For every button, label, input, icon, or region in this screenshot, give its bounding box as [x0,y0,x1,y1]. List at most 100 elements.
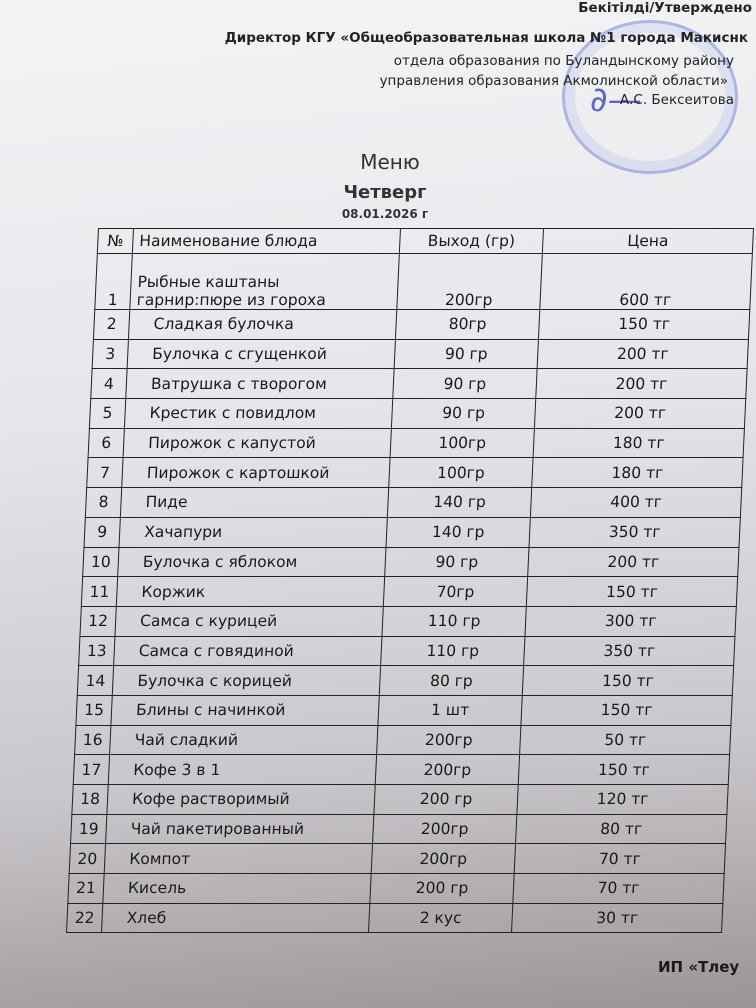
row-price: 150 тг [538,309,750,340]
row-weight: 200 гр [369,873,515,904]
row-number: 1 [94,253,133,310]
table-row: 14 Булочка с корицей 80 гр 150 тг [77,665,734,696]
table-row: 17 Кофе 3 в 1 200гр 150 тг [73,754,730,785]
table-row: 22 Хлеб 2 кус 30 тг [66,903,723,933]
day-label: Четверг [343,182,427,203]
row-number: 20 [69,843,106,874]
row-number: 5 [89,398,126,429]
row-price: 120 тг [516,784,729,815]
dish-garnish: гарнир:пюре из гороха [136,291,327,309]
row-price: 200 тг [527,547,740,577]
official-stamp [562,20,738,174]
row-price: 80 тг [515,814,727,844]
row-name: Булочка с корицей [112,665,381,696]
row-price: 150 тг [522,665,734,696]
menu-table: № Наименование блюда Выход (гр) Цена 1 Р… [66,228,754,933]
row-price: 150 тг [518,754,730,785]
table-row: 3 Булочка с сгущенкой 90 гр 200 тг [92,339,749,369]
table-row: 5 Крестик с повидлом 90 гр 200 тг [89,398,746,429]
row-name: Коржик [116,576,385,607]
row-number: 3 [92,339,129,369]
row-name: Булочка с яблоком [117,547,387,577]
table-row: 11 Коржик 70гр 150 тг [81,576,738,607]
row-number: 14 [77,665,114,696]
table-row: 8 Пиде 140 гр 400 тг [85,487,742,518]
table-row: 15 Блины с начинкой 1 шт 150 тг [75,695,733,726]
row-number: 10 [82,547,120,577]
row-weight: 200гр [376,725,521,755]
row-number: 8 [85,487,122,518]
row-price: 400 тг [530,487,742,518]
row-name: Чай пакетированный [105,814,374,844]
row-number: 9 [84,517,121,547]
row-weight: 200гр [371,843,516,874]
row-name: Пирожок с картошкой [121,457,391,488]
table-row: 4 Ватрушка с творогом 90 гр 200 тг [90,368,748,399]
table-row: 12 Самса с курицей 110 гр 300 тг [79,606,737,637]
row-number: 2 [93,309,130,340]
row-name: Кофе растворимый [106,784,376,815]
row-price: 200 тг [535,368,748,399]
row-name: Хлеб [101,903,370,933]
footer-text: ИП «Тлеу [658,958,740,976]
row-number: 4 [90,368,128,399]
row-name: Сладкая булочка [128,309,397,340]
row-price: 300 тг [524,606,737,637]
row-price: 180 тг [531,457,744,488]
row-weight: 100гр [388,457,534,488]
row-weight: 200гр [372,814,517,844]
row-number: 19 [70,814,107,844]
row-name: Самса с курицей [114,606,384,637]
row-weight: 200гр [396,253,543,310]
table-row: 16 Чай сладкий 200гр 50 тг [74,725,731,755]
row-name: Рыбные каштаны гарнир:пюре из гороха [129,253,400,310]
row-name: Самса с говядиной [113,636,382,666]
row-number: 12 [79,606,117,637]
table-row: 21 Кисель 200 гр 70 тг [67,873,725,904]
col-number: № [97,228,134,254]
row-name: Кисель [102,873,372,904]
signatory-name: А.С. Бексеитова [619,92,734,108]
table-row: 20 Компот 200гр 70 тг [69,843,726,874]
row-price: 30 тг [511,903,723,933]
table-row: 7 Пирожок с картошкой 100гр 180 тг [86,457,744,488]
row-number: 18 [71,784,109,815]
row-number: 15 [75,695,113,726]
row-number: 21 [67,873,105,904]
table-row: 19 Чай пакетированный 200гр 80 тг [70,814,727,844]
date-label: 08.01.2026 г [341,207,429,221]
table-header: № Наименование блюда Выход (гр) Цена [97,228,754,254]
table-row: 18 Кофе растворимый 200 гр 120 тг [71,784,729,815]
col-price: Цена [542,228,754,254]
row-weight: 1 шт [377,695,523,726]
row-weight: 80 гр [379,665,524,696]
row-weight: 110 гр [381,606,527,637]
row-weight: 70гр [383,576,528,607]
row-name: Чай сладкий [109,725,378,755]
dish-name: Рыбные каштаны [137,273,280,291]
row-price: 350 тг [529,517,741,547]
row-price: 150 тг [520,695,733,726]
administration-line: управления образования Акмолинской облас… [379,73,728,89]
table-row: 10 Булочка с яблоком 90 гр 200 тг [82,547,740,577]
row-price: 600 тг [539,253,753,310]
row-name: Кофе 3 в 1 [108,754,377,785]
row-name: Пиде [120,487,389,518]
row-name: Хачапури [119,517,388,547]
row-weight: 200 гр [373,784,519,815]
row-price: 150 тг [526,576,738,607]
table-row: 1 Рыбные каштаны гарнир:пюре из гороха 2… [94,253,753,310]
row-price: 200 тг [537,339,749,369]
row-name: Компот [104,843,373,874]
row-name: Булочка с сгущенкой [127,339,396,369]
row-price: 70 тг [514,843,726,874]
row-price: 70 тг [512,873,725,904]
department-line: отдела образования по Буландынскому райо… [393,53,734,69]
col-name: Наименование блюда [132,228,401,254]
row-number: 11 [81,576,118,607]
table-row: 9 Хачапури 140 гр 350 тг [84,517,741,547]
row-number: 7 [86,457,124,488]
row-number: 16 [74,725,111,755]
row-weight: 200гр [375,754,520,785]
table-row: 13 Самса с говядиной 110 гр 350 тг [78,636,735,666]
